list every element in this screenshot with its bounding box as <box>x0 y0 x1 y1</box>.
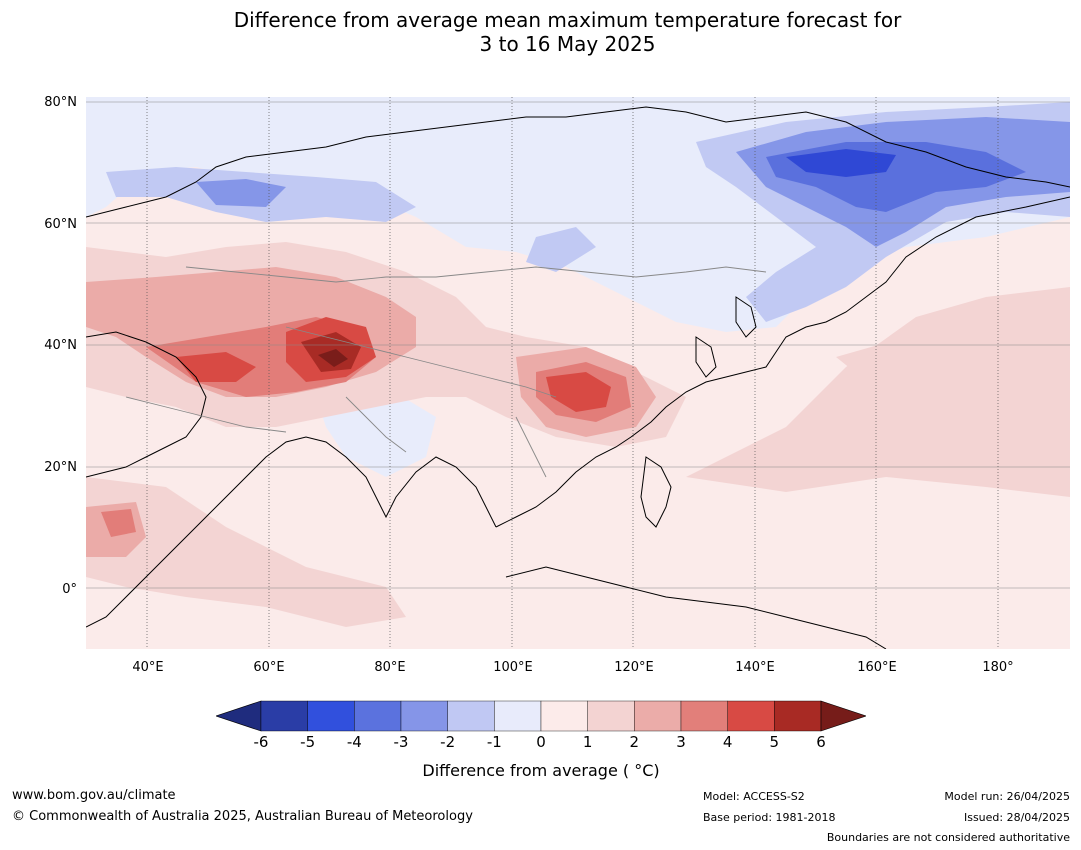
lat-label-0: 0° <box>62 582 77 597</box>
colorbar-tick-label: -4 <box>346 733 362 751</box>
warm-region-central-asia-6 <box>318 349 348 367</box>
colorbar <box>216 700 866 732</box>
country-boundaries <box>125 266 767 478</box>
colorbar-tick-label: -6 <box>253 733 269 751</box>
lon-label-100e: 100°E <box>493 660 533 675</box>
colorbar-cell <box>680 700 728 732</box>
boundary-disclaimer: Boundaries are not considered authoritat… <box>826 831 1070 844</box>
colorbar-cell <box>727 700 775 732</box>
colorbar-tick-label: 1 <box>582 733 593 751</box>
lat-label-60n: 60°N <box>44 217 77 232</box>
colorbar-cell <box>494 700 542 732</box>
colorbar-cell <box>540 700 588 732</box>
colorbar-tick-label: 5 <box>769 733 780 751</box>
meridians <box>146 97 999 649</box>
coastlines <box>86 106 1070 649</box>
colorbar-cell <box>774 700 822 732</box>
lon-label-120e: 120°E <box>614 660 654 675</box>
colorbar-tick-label: -1 <box>486 733 502 751</box>
base-period: Base period: 1981-2018 <box>703 811 836 824</box>
colorbar-tick-label: 2 <box>629 733 640 751</box>
warm-region-pacific <box>686 287 1070 497</box>
warm-region-pacific-2 <box>836 337 986 397</box>
title-line-1: Difference from average mean maximum tem… <box>233 8 902 32</box>
colorbar-tick-label: 0 <box>536 733 546 751</box>
issued-date: Issued: 28/04/2025 <box>963 811 1070 824</box>
lon-label-80e: 80°E <box>374 660 406 675</box>
colorbar-tick-label: -3 <box>393 733 409 751</box>
colorbar-tick-label: 3 <box>676 733 686 751</box>
colorbar-cell <box>587 700 635 732</box>
colorbar-cell <box>447 700 495 732</box>
cold-region-mongolia <box>526 227 596 272</box>
lat-label-20n: 20°N <box>44 460 77 475</box>
colorbar-under-arrow <box>216 700 262 732</box>
cold-region-scandinavia-2 <box>196 179 286 207</box>
colorbar-over-arrow <box>820 700 866 732</box>
colorbar-label: Difference from average ( °C) <box>422 761 660 780</box>
warm-region-africa <box>86 477 406 627</box>
map-canvas <box>86 97 1070 649</box>
warm-region-middle-east-hot <box>176 352 256 382</box>
warm-region-china-3 <box>546 372 611 412</box>
model-run-date: Model run: 26/04/2025 <box>944 790 1070 803</box>
colorbar-tick-label: -2 <box>440 733 456 751</box>
colorbar-cell <box>354 700 402 732</box>
cold-region-siberia-4 <box>786 149 896 177</box>
colorbar-cell <box>260 700 308 732</box>
colorbar-tick-label: 6 <box>816 733 826 751</box>
lon-label-140e: 140°E <box>735 660 775 675</box>
title-line-2: 3 to 16 May 2025 <box>479 32 656 56</box>
lat-label-80n: 80°N <box>44 95 77 110</box>
colorbar-cell <box>400 700 448 732</box>
graticule <box>86 101 1070 589</box>
map-title: Difference from average mean maximum tem… <box>0 8 1081 56</box>
colorbar-tick-label: -5 <box>300 733 316 751</box>
colorbar-cell <box>634 700 682 732</box>
forecast-map <box>86 97 1070 649</box>
website-link[interactable]: www.bom.gov.au/climate <box>12 788 176 803</box>
lon-label-60e: 60°E <box>253 660 285 675</box>
model-name: Model: ACCESS-S2 <box>703 790 805 803</box>
lon-label-40e: 40°E <box>132 660 164 675</box>
lon-label-160e: 160°E <box>857 660 897 675</box>
colorbar-cell <box>307 700 355 732</box>
lat-label-40n: 40°N <box>44 338 77 353</box>
copyright-text: © Commonwealth of Australia 2025, Austra… <box>12 809 473 824</box>
colorbar-tick-label: 4 <box>722 733 733 751</box>
warm-region-africa-3 <box>101 509 136 537</box>
lon-label-180: 180° <box>982 660 1014 675</box>
